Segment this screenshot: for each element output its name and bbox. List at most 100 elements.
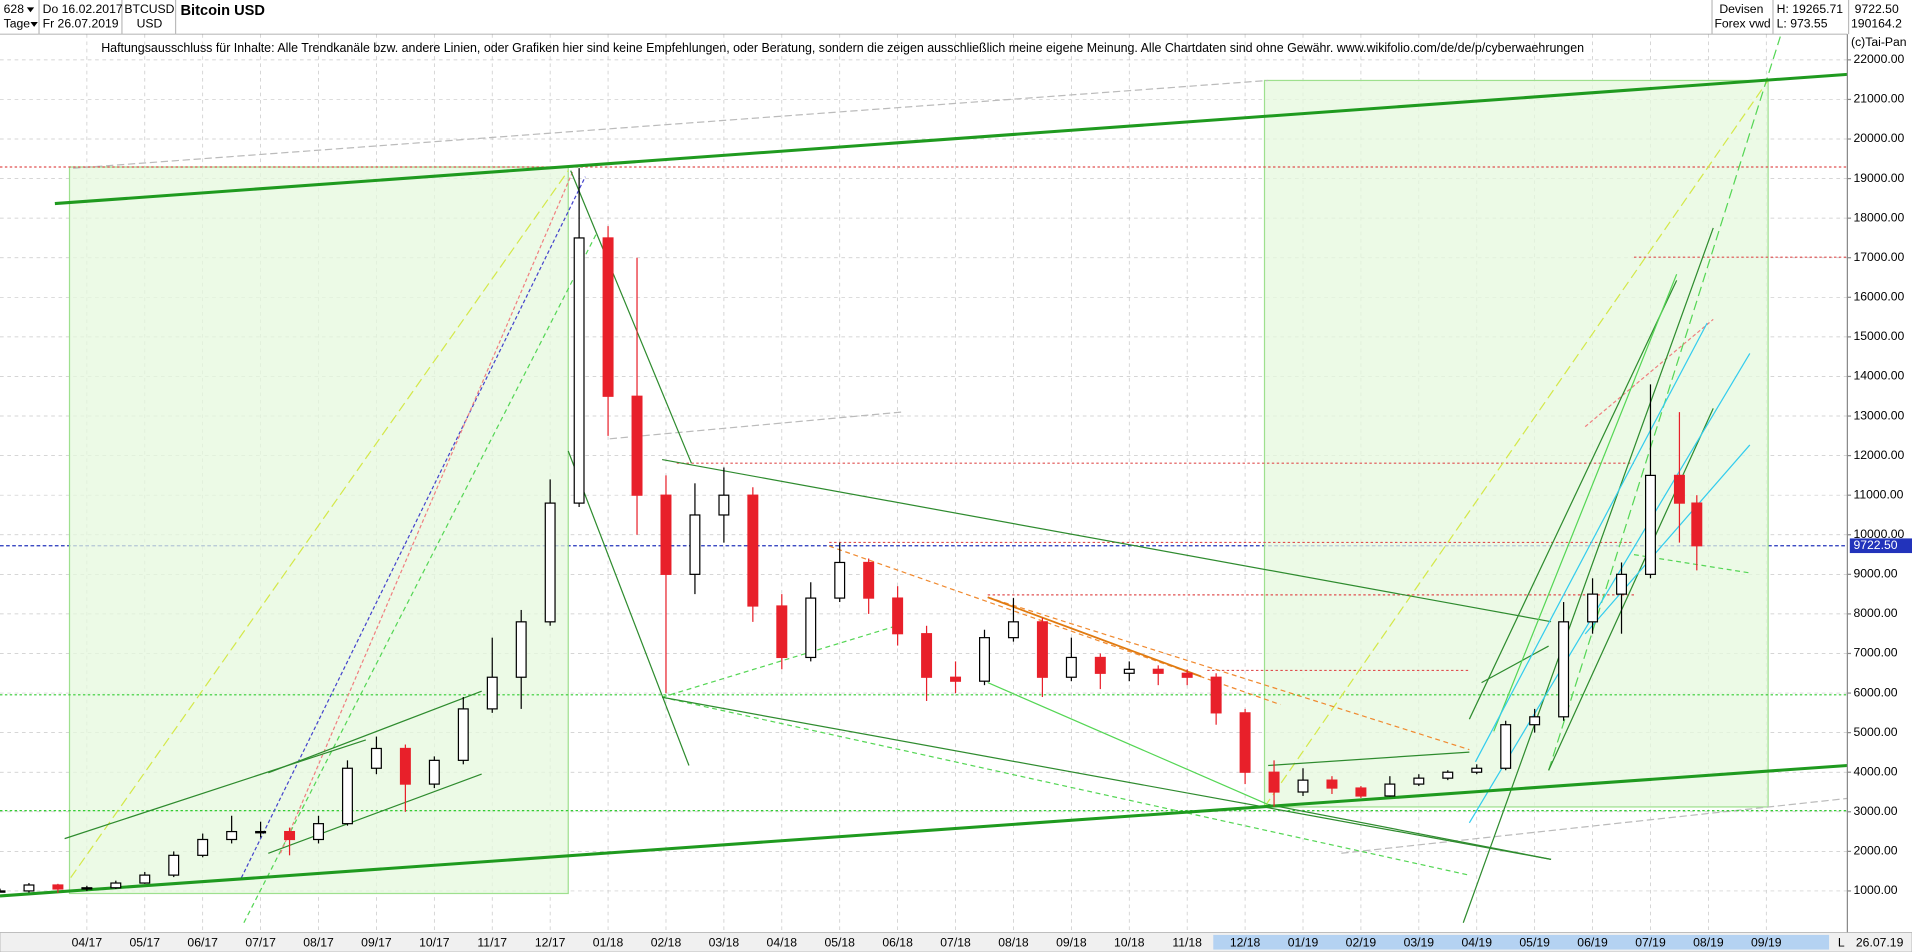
candle-body	[255, 830, 267, 834]
candle-body	[0, 890, 6, 893]
candle-body	[863, 561, 875, 599]
x-tick-label: 06/19	[1577, 936, 1608, 950]
disclaimer: Haftungsausschluss für Inhalte: Alle Tre…	[101, 41, 1584, 55]
trend-line	[70, 170, 569, 878]
candle-body	[544, 502, 556, 623]
trend-line	[987, 596, 1202, 678]
trend-line	[570, 170, 692, 464]
volume: 190164.2	[1851, 17, 1902, 31]
trend-line	[1268, 803, 1552, 860]
candle-body	[226, 830, 238, 841]
dropdown-arrow[interactable]	[30, 21, 38, 27]
candle-body	[1036, 621, 1048, 678]
x-tick-label: 05/18	[824, 936, 855, 950]
candle-body	[1558, 621, 1570, 718]
candle-body	[1065, 656, 1077, 678]
trend-line	[1584, 444, 1751, 635]
candle-body	[457, 708, 469, 761]
scrollbar[interactable]	[1213, 934, 1830, 950]
trend-line	[73, 79, 1269, 169]
x-tick-label: 04/18	[767, 936, 798, 950]
channel-line	[0, 763, 1848, 898]
candle-body	[1268, 771, 1280, 793]
trend-line	[1462, 227, 1714, 923]
trend-line	[987, 596, 1470, 751]
trend-drawings	[0, 36, 1848, 924]
trend-line	[1584, 318, 1714, 428]
x-tick-label: 10/18	[1114, 936, 1145, 950]
x-tick-label: 11/17	[477, 936, 507, 950]
trend-line	[1474, 322, 1708, 763]
x-tick-label: 04/17	[72, 936, 103, 950]
candle-body	[1239, 712, 1251, 773]
x-tick-label: 07/18	[940, 936, 971, 950]
x-tick-label: 08/17	[303, 936, 334, 950]
candle-body	[805, 597, 817, 659]
trend-line	[1493, 274, 1678, 732]
candle-body	[515, 621, 527, 678]
y-tick-label: 8000.00	[1853, 606, 1897, 620]
candle-body	[602, 237, 614, 397]
trend-line	[268, 690, 482, 774]
y-tick-label: 4000.00	[1853, 764, 1897, 778]
header-bar	[0, 0, 1912, 35]
trend-line	[1341, 797, 1848, 854]
x-tick-label: 03/18	[709, 936, 740, 950]
candle-body	[718, 494, 730, 516]
y-tick-label: 18000.00	[1853, 210, 1904, 224]
trend-line	[567, 450, 690, 766]
scale-toggle[interactable]: L	[1838, 936, 1845, 950]
trend-line	[662, 696, 1552, 860]
period[interactable]: 628	[4, 2, 25, 16]
market: Devisen	[1719, 2, 1763, 16]
candle-body	[1152, 668, 1164, 674]
candle-body	[631, 395, 643, 496]
y-tick-label: 19000.00	[1853, 171, 1904, 185]
candle-body	[979, 637, 990, 682]
trend-line	[1264, 80, 1769, 808]
candle-body	[370, 747, 382, 769]
candle-body	[1529, 716, 1541, 726]
candle-body	[284, 830, 296, 841]
x-tick-label: 08/18	[998, 936, 1029, 950]
x-tick-label: 11/18	[1172, 936, 1202, 950]
candle-body	[747, 494, 759, 607]
y-axis-panel	[1847, 34, 1912, 933]
candle-body	[1500, 724, 1512, 769]
y-tick-label: 6000.00	[1853, 685, 1897, 699]
trend-line	[279, 170, 574, 854]
candle-body	[1413, 777, 1425, 785]
y-tick-label: 9000.00	[1853, 567, 1897, 581]
last-price-label: 9722.50	[1853, 538, 1897, 552]
y-tick-label: 22000.00	[1853, 52, 1904, 66]
candle-body	[399, 747, 411, 785]
candle-body	[950, 676, 962, 682]
trend-line	[828, 545, 1281, 706]
candle-body	[313, 823, 324, 841]
candle-body	[139, 874, 151, 884]
candle-body	[1471, 767, 1483, 773]
candle-body	[921, 633, 933, 678]
x-tick-label: 06/18	[882, 936, 913, 950]
last-price-tag	[1849, 538, 1912, 554]
trend-line	[1548, 408, 1714, 771]
candle-body	[341, 767, 353, 825]
trend-line	[662, 458, 1552, 623]
candle-body	[892, 597, 904, 635]
interval[interactable]: Tage	[4, 17, 31, 31]
dropdown-arrow[interactable]	[26, 7, 35, 13]
candle-body	[1181, 672, 1193, 678]
candle-body	[197, 838, 209, 856]
candle-body	[1673, 474, 1685, 504]
candle-body	[1442, 771, 1454, 779]
trend-line	[987, 682, 1269, 806]
y-tick-label: 12000.00	[1853, 448, 1904, 462]
trend-line	[609, 411, 903, 440]
y-tick-label: 14000.00	[1853, 369, 1904, 383]
y-tick-label: 17000.00	[1853, 250, 1904, 264]
x-tick-label: 02/18	[651, 936, 682, 950]
y-tick-label: 10000.00	[1853, 527, 1904, 541]
y-tick-label: 21000.00	[1853, 92, 1904, 106]
candle-body	[1094, 656, 1106, 674]
y-tick-label: 7000.00	[1853, 646, 1897, 660]
